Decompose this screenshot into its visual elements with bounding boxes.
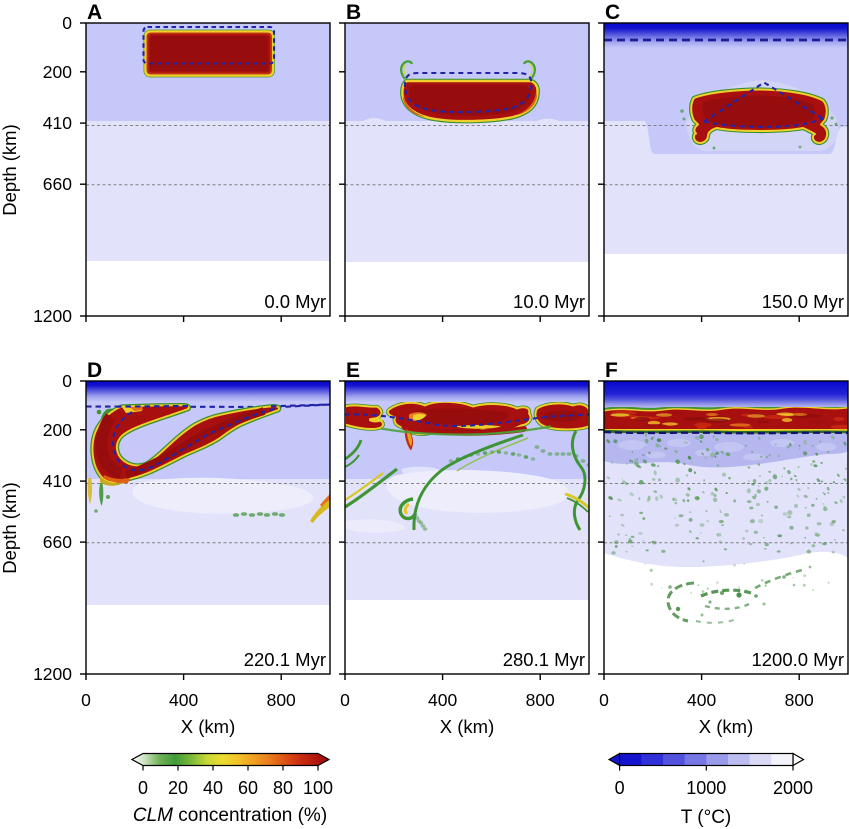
svg-text:X (km): X (km) [440,716,494,737]
svg-text:0.0 Myr: 0.0 Myr [264,291,326,312]
svg-text:0: 0 [62,13,72,33]
svg-text:0: 0 [81,690,91,710]
svg-text:C: C [605,1,620,24]
svg-text:1200: 1200 [33,306,72,326]
svg-text:200: 200 [43,62,72,82]
svg-text:80: 80 [273,778,293,798]
svg-text:400: 400 [169,690,198,710]
svg-text:E: E [346,359,360,382]
svg-text:0: 0 [340,690,350,710]
svg-text:X (km): X (km) [181,716,235,737]
svg-text:CLM concentration (%): CLM concentration (%) [133,805,327,826]
svg-text:0: 0 [138,778,148,798]
svg-text:800: 800 [785,690,814,710]
svg-text:660: 660 [43,532,72,552]
svg-text:D: D [87,359,102,382]
svg-text:220.1 Myr: 220.1 Myr [244,649,326,670]
svg-text:100: 100 [303,778,333,798]
svg-text:10.0 Myr: 10.0 Myr [513,291,585,312]
svg-text:200: 200 [43,420,72,440]
svg-text:1000: 1000 [686,778,726,798]
svg-text:400: 400 [428,690,457,710]
svg-text:800: 800 [526,690,555,710]
svg-text:B: B [346,1,361,24]
svg-text:40: 40 [203,778,223,798]
svg-text:60: 60 [238,778,258,798]
svg-text:20: 20 [168,778,188,798]
svg-text:Depth (km): Depth (km) [0,124,20,216]
svg-text:280.1 Myr: 280.1 Myr [503,649,585,670]
svg-text:0: 0 [62,371,72,391]
svg-text:Depth (km): Depth (km) [0,482,20,574]
svg-text:150.0 Myr: 150.0 Myr [762,291,844,312]
svg-text:800: 800 [267,690,296,710]
svg-text:A: A [87,1,102,24]
svg-text:410: 410 [43,471,72,491]
svg-text:0: 0 [615,778,625,798]
svg-text:X (km): X (km) [699,716,753,737]
svg-text:F: F [605,359,618,382]
svg-text:0: 0 [599,690,609,710]
svg-text:400: 400 [687,690,716,710]
svg-text:1200.0 Myr: 1200.0 Myr [751,649,844,670]
svg-text:660: 660 [43,174,72,194]
svg-text:1200: 1200 [33,664,72,684]
svg-text:410: 410 [43,113,72,133]
svg-text:T (°C): T (°C) [681,807,732,828]
svg-text:2000: 2000 [773,778,813,798]
